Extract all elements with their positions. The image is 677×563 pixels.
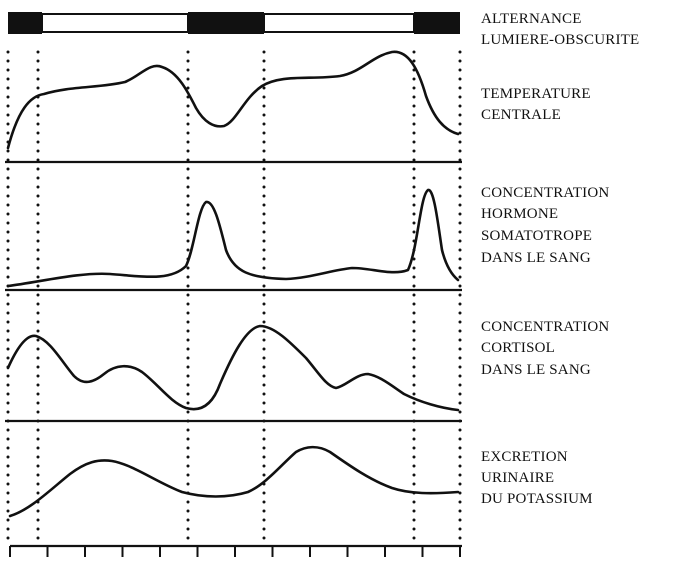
dark-segment (188, 12, 264, 34)
label-line: CONCENTRATION (481, 319, 609, 335)
label-line: SOMATOTROPE (481, 228, 592, 244)
label-line: HORMONE (481, 206, 558, 222)
label-line: CENTRALE (481, 107, 561, 123)
light-segment (263, 13, 415, 33)
time-axis-ticks (9, 546, 461, 557)
label-line: DANS LE SANG (481, 362, 591, 378)
panel-separators (5, 160, 462, 423)
label-cortisol: CONCENTRATION CORTISOL DANS LE SANG (481, 319, 609, 378)
label-line: CONCENTRATION (481, 185, 609, 201)
temperature-curve (6, 50, 460, 150)
label-line: EXCRETION (481, 449, 568, 465)
label-line: TEMPERATURE (481, 86, 591, 102)
light-dark-bar (8, 12, 460, 34)
label-alternance-lumiere-obscurite: ALTERNANCE LUMIERE-OBSCURITE (481, 11, 639, 48)
cortisol-curve (6, 324, 460, 412)
label-hormone-somatotrope: CONCENTRATION HORMONE SOMATOTROPE DANS L… (481, 185, 609, 266)
label-line: CORTISOL (481, 340, 555, 356)
label-temperature-centrale: TEMPERATURE CENTRALE (481, 86, 591, 123)
label-line: LUMIERE-OBSCURITE (481, 32, 639, 48)
label-line: DU POTASSIUM (481, 491, 593, 507)
label-line: ALTERNANCE (481, 11, 582, 27)
dark-segment (414, 12, 460, 34)
time-axis (9, 544, 462, 557)
label-potassium: EXCRETION URINAIRE DU POTASSIUM (481, 449, 593, 507)
dark-segment (8, 12, 42, 34)
somatotrope-curve (6, 188, 460, 288)
potassium-curve (8, 445, 460, 518)
label-line: DANS LE SANG (481, 250, 591, 266)
boundary-lines (6, 50, 462, 542)
light-segment (41, 13, 189, 33)
label-line: URINAIRE (481, 470, 554, 486)
